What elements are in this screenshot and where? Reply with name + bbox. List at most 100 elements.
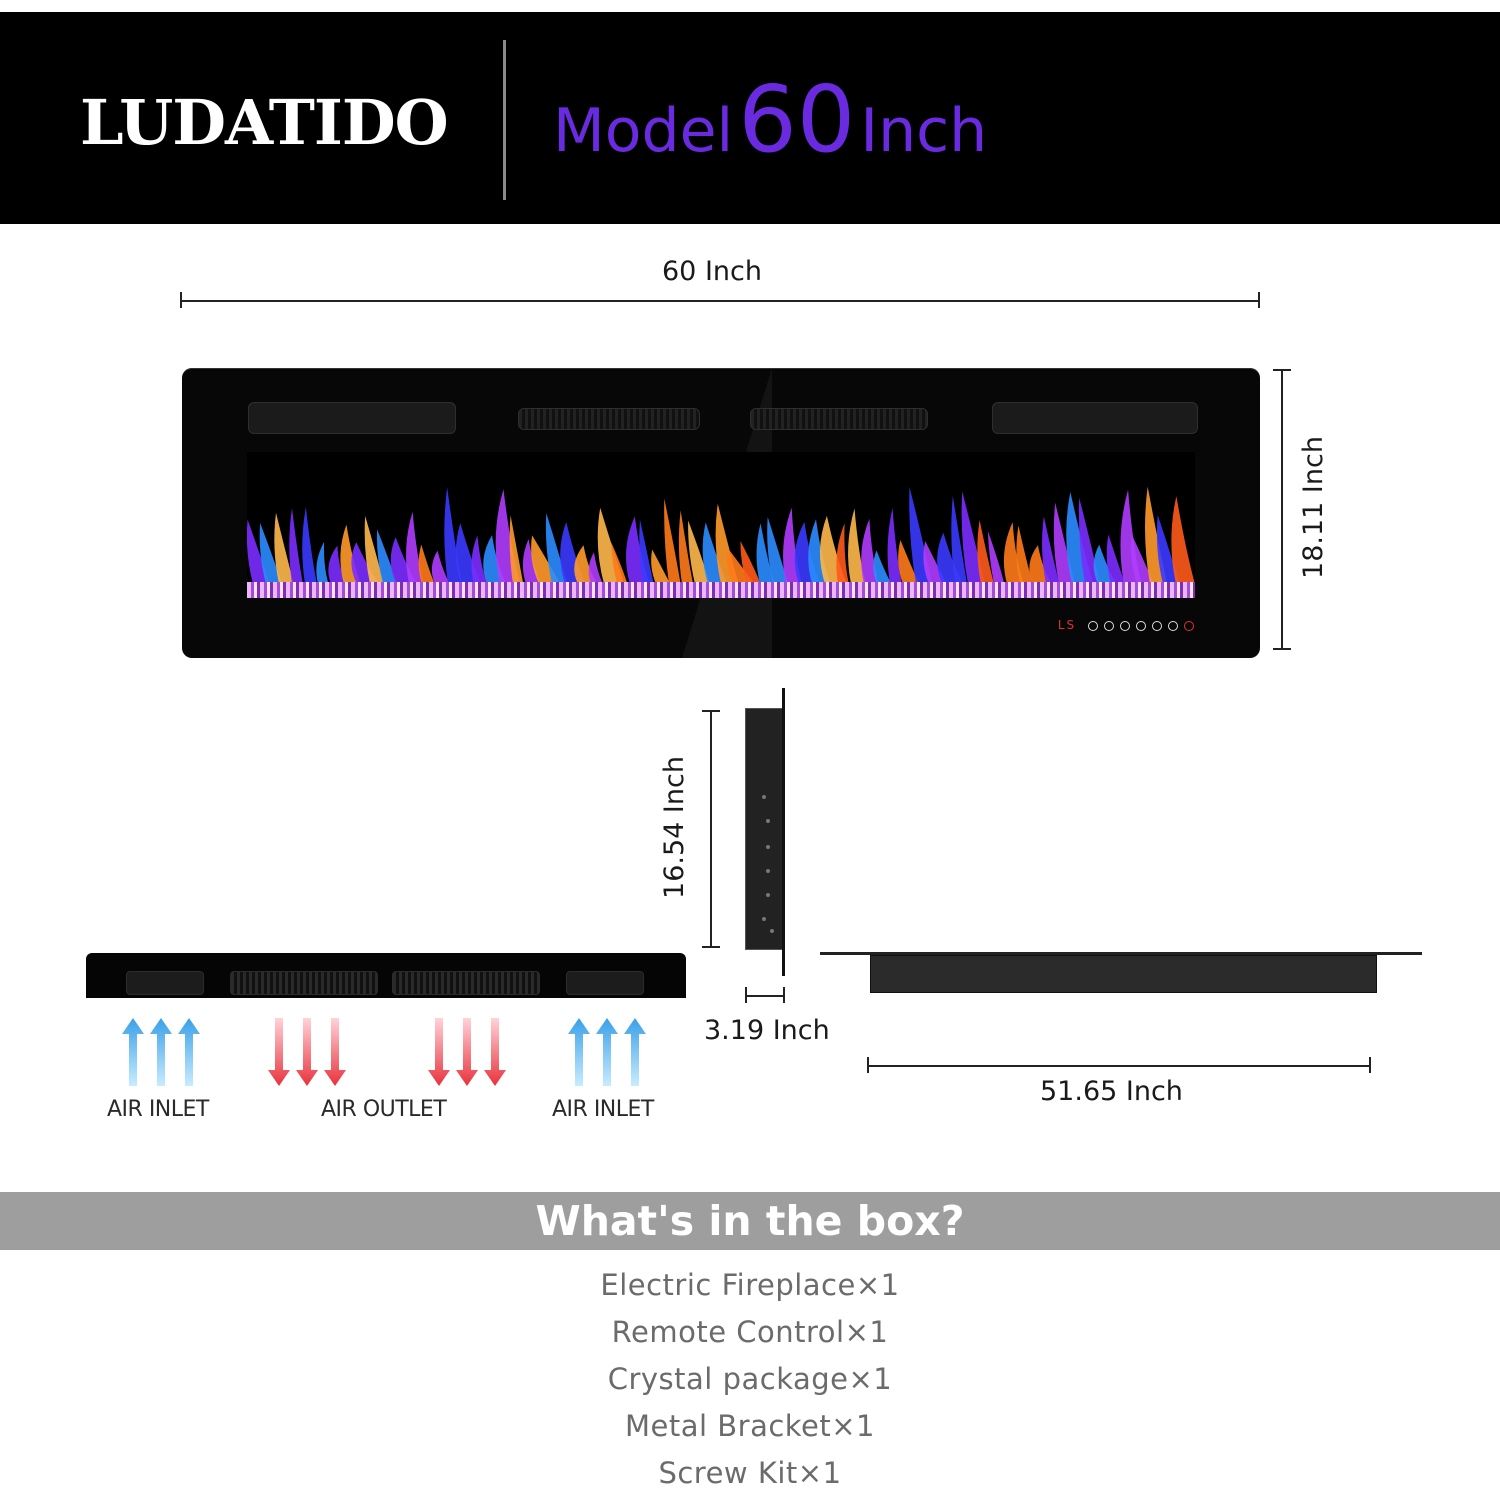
flame-shape [664, 498, 681, 584]
fireplace-side-profile [745, 708, 783, 950]
arrow-down-icon [428, 1018, 450, 1086]
arrow-down-icon [296, 1018, 318, 1086]
top-outlet-left [230, 971, 378, 995]
flames-graphic [247, 486, 1195, 584]
inner-height-tick-bottom [702, 946, 720, 948]
flame-shape [678, 510, 694, 584]
control-button-icon [1120, 620, 1130, 631]
arrow-down-icon [324, 1018, 346, 1086]
depth-dimension-tick-right [783, 987, 785, 1003]
arrow-up-icon [150, 1018, 172, 1086]
flame-window [247, 452, 1195, 598]
bottom-width-tick-right [1369, 1057, 1371, 1073]
model-number: 60 [738, 66, 856, 173]
list-item: Remote Control×1 [611, 1315, 889, 1349]
flame-shape [987, 530, 1005, 584]
bottom-view-plate [820, 952, 1422, 955]
bottom-width-dimension-line [868, 1065, 1371, 1067]
power-button-icon [1184, 620, 1194, 631]
list-item: Metal Bracket×1 [624, 1409, 876, 1443]
vent-right [992, 402, 1198, 434]
inner-height-tick-top [702, 710, 720, 712]
air-inlet-label-left: AIR INLET [107, 1097, 209, 1122]
flame-shape [1171, 496, 1195, 584]
flame-shape [1042, 516, 1060, 584]
depth-dimension-tick-left [745, 987, 747, 1003]
air-inlet-label-right: AIR INLET [552, 1097, 654, 1122]
width-dimension-line [180, 300, 1260, 302]
air-outlet-arrows-right [428, 1018, 506, 1086]
air-inlet-arrows-right [568, 1018, 646, 1086]
list-item: Screw Kit×1 [658, 1456, 842, 1490]
depth-dimension-line [746, 995, 785, 997]
height-dimension-label: 18.11 Inch [1297, 436, 1329, 579]
flame-shape [651, 549, 671, 584]
flame-shape [887, 507, 902, 584]
box-section-banner [0, 1192, 1500, 1250]
flame-shape [302, 506, 317, 584]
top-inlet-left [126, 971, 204, 995]
flame-shape [471, 535, 487, 584]
model-unit: Inch [860, 96, 988, 166]
depth-dimension-label: 3.19 Inch [704, 1015, 830, 1046]
control-panel: LS [1058, 618, 1194, 632]
fireplace-front-view: LS [182, 368, 1260, 658]
heater-grill-right [750, 408, 928, 430]
flame-shape [951, 495, 968, 584]
top-outlet-right [392, 971, 540, 995]
flame-shape [418, 544, 435, 584]
width-dimension-tick-left [180, 292, 182, 308]
arrow-up-icon [178, 1018, 200, 1086]
box-section-title: What's in the box? [535, 1197, 965, 1245]
flame-shape [848, 508, 866, 584]
air-inlet-arrows-left [122, 1018, 200, 1086]
header-banner [0, 12, 1500, 224]
height-dimension-tick-top [1273, 369, 1291, 371]
top-inlet-right [566, 971, 644, 995]
flame-shape [767, 517, 789, 584]
control-buttons [1082, 618, 1194, 632]
height-dimension-tick-bottom [1273, 648, 1291, 650]
height-dimension-line [1281, 369, 1283, 650]
flame-shape [873, 550, 892, 584]
arrow-up-icon [596, 1018, 618, 1086]
width-dimension-tick-right [1258, 292, 1260, 308]
flame-shape [364, 515, 384, 584]
heater-grill-left [518, 408, 700, 430]
flame-shape [316, 541, 329, 584]
air-outlet-arrows-left [268, 1018, 346, 1086]
arrow-up-icon [568, 1018, 590, 1086]
header-divider [503, 40, 506, 200]
flame-shape [611, 542, 628, 584]
model-word: Model [553, 96, 734, 166]
inner-height-dimension-label: 16.54 Inch [658, 756, 690, 899]
bottom-width-tick-left [867, 1057, 869, 1073]
brand-logo: LUDATIDO [80, 86, 449, 159]
list-item: Electric Fireplace×1 [600, 1268, 900, 1302]
control-button-icon [1168, 620, 1178, 631]
control-button-icon [1088, 620, 1098, 631]
box-contents-list: Electric Fireplace×1 Remote Control×1 Cr… [0, 1262, 1500, 1497]
flame-shape [431, 550, 450, 584]
arrow-down-icon [268, 1018, 290, 1086]
control-button-icon [1152, 620, 1162, 631]
arrow-up-icon [122, 1018, 144, 1086]
flame-shape [639, 519, 654, 584]
inner-height-dimension-line [710, 710, 712, 948]
arrow-up-icon [624, 1018, 646, 1086]
flame-shape [977, 520, 995, 584]
air-outlet-label: AIR OUTLET [321, 1097, 447, 1122]
flame-shape [289, 507, 303, 584]
model-title: Model 60 Inch [553, 60, 987, 206]
control-button-icon [1104, 620, 1114, 631]
arrow-down-icon [484, 1018, 506, 1086]
flame-shape [836, 523, 849, 584]
flame-shape [740, 540, 761, 584]
arrow-down-icon [456, 1018, 478, 1086]
side-flange [782, 688, 785, 976]
flame-shape [274, 512, 294, 584]
crystal-bed [247, 582, 1195, 598]
fireplace-top-view [86, 953, 686, 998]
flame-shape [588, 552, 603, 584]
flame-shape [1106, 534, 1126, 584]
